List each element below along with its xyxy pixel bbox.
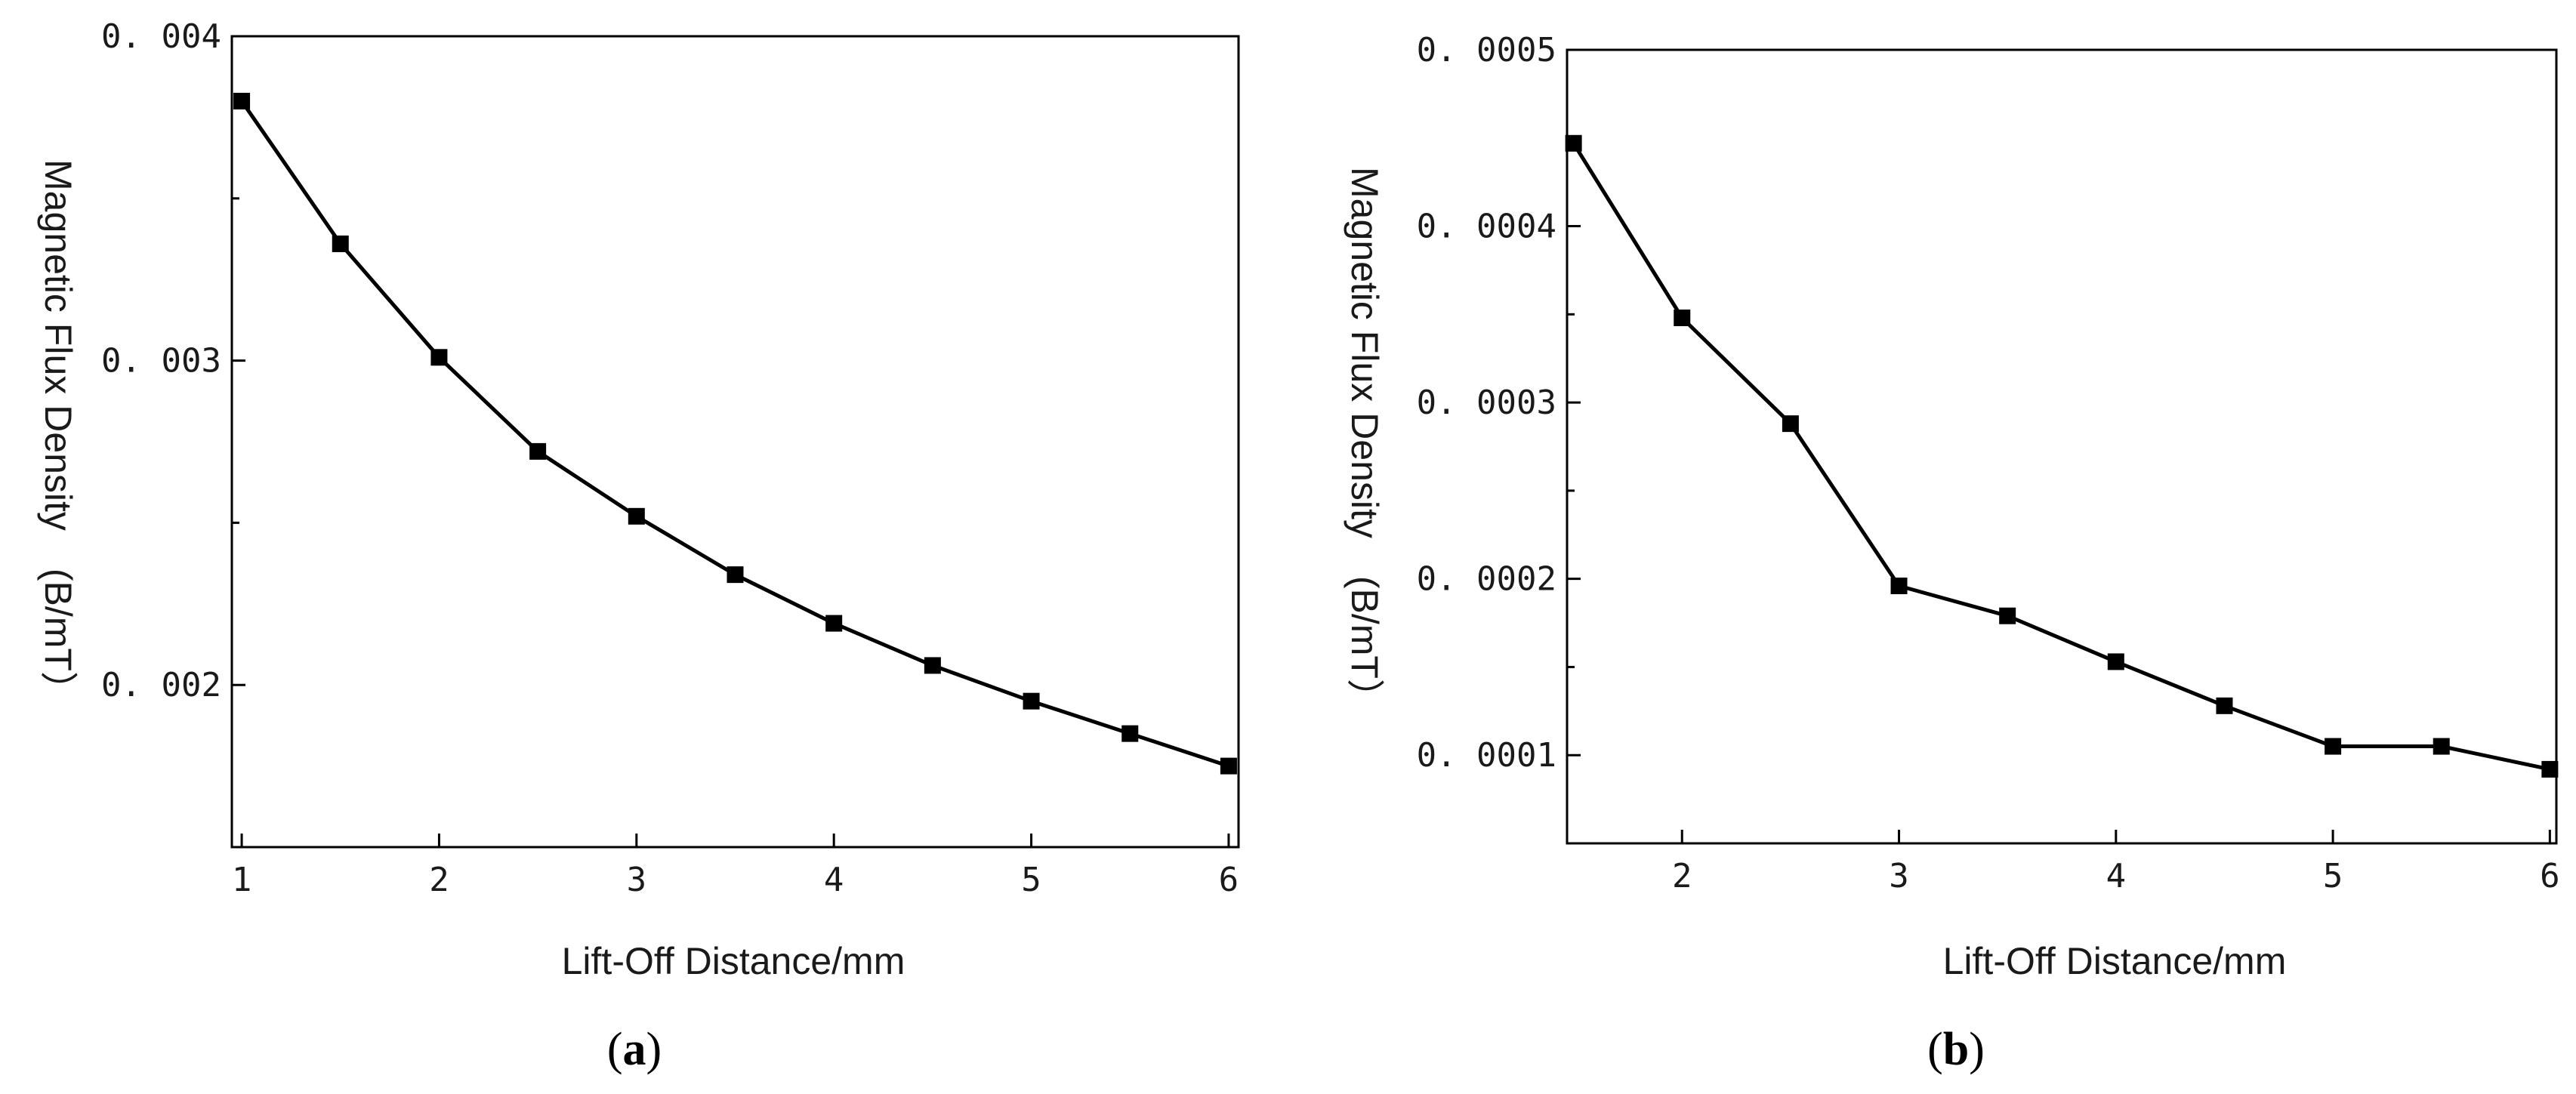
data-point-a [233, 92, 251, 109]
data-point-a [1023, 692, 1040, 710]
series-line-a [240, 100, 1229, 768]
data-point-b [2107, 653, 2124, 670]
x-tick-label-a: 3 [627, 861, 647, 899]
x-tick-label-a: 4 [824, 861, 844, 899]
data-point-a [1220, 757, 1237, 775]
plot-frame-b [1566, 48, 2558, 845]
data-point-a [825, 615, 843, 632]
data-point-b [1890, 578, 1908, 595]
data-point-a [628, 507, 645, 525]
x-tick-label-b: 5 [2323, 857, 2343, 895]
data-point-a [924, 657, 941, 674]
x-tick-label-a: 6 [1219, 861, 1239, 899]
data-point-a [727, 566, 744, 584]
data-point-b [1565, 134, 1582, 152]
data-point-b [1782, 415, 1799, 433]
x-tick-label-b: 6 [2540, 857, 2560, 895]
x-tick-label-b: 2 [1672, 857, 1692, 895]
panel-letter-b: b [1943, 1024, 1969, 1075]
x-axis-title-a: Lift-Off Distance/mm [562, 940, 905, 982]
y-tick-label-b: 0. 0005 [1417, 31, 1556, 69]
x-axis-title-b: Lift-Off Distance/mm [1943, 940, 2287, 982]
data-point-b [2216, 697, 2233, 714]
y-tick-label-a: 0. 004 [101, 17, 221, 56]
y-tick-label-b: 0. 0001 [1417, 736, 1556, 775]
x-tick-label-b: 4 [2106, 857, 2127, 895]
panel-letter-a: a [623, 1024, 646, 1075]
data-point-b [1674, 310, 1691, 327]
series-line-b [1572, 142, 2550, 772]
y-tick-label-b: 0. 0002 [1417, 560, 1556, 599]
data-point-a [1121, 725, 1139, 742]
data-point-b [1999, 607, 2016, 624]
data-point-b [2325, 738, 2342, 755]
y-axis-title-b: Magnetic Flux Density (B/mT） [1344, 167, 1386, 716]
panel-label-b: (b) [1927, 1024, 1985, 1075]
data-point-a [430, 349, 448, 366]
plot-area-b: 0. 0001 0. 0002 0. 0003 0. 0004 0. 0005 2 3 4 5 6 [1417, 31, 2560, 895]
x-tick-label-a: 5 [1021, 861, 1041, 899]
data-point-b [2433, 738, 2450, 755]
y-tick-label-a: 0. 002 [101, 666, 221, 704]
y-tick-label-a: 0. 003 [101, 342, 221, 381]
data-point-b [2541, 760, 2559, 778]
y-tick-label-b: 0. 0004 [1417, 208, 1556, 246]
y-axis-title-a: Magnetic Flux Density (B/mT） [37, 159, 79, 709]
x-tick-label-a: 1 [232, 861, 252, 899]
plot-frame-a [230, 35, 1240, 849]
panel-label-a: (a) [607, 1024, 662, 1075]
x-tick-label-b: 3 [1889, 857, 1909, 895]
data-point-a [529, 442, 547, 460]
plot-area-a: 0. 002 0. 003 0. 004 1 2 3 4 5 6 [101, 17, 1240, 899]
x-tick-label-a: 2 [429, 861, 449, 899]
data-point-a [332, 235, 349, 252]
y-tick-label-b: 0. 0003 [1417, 384, 1556, 422]
